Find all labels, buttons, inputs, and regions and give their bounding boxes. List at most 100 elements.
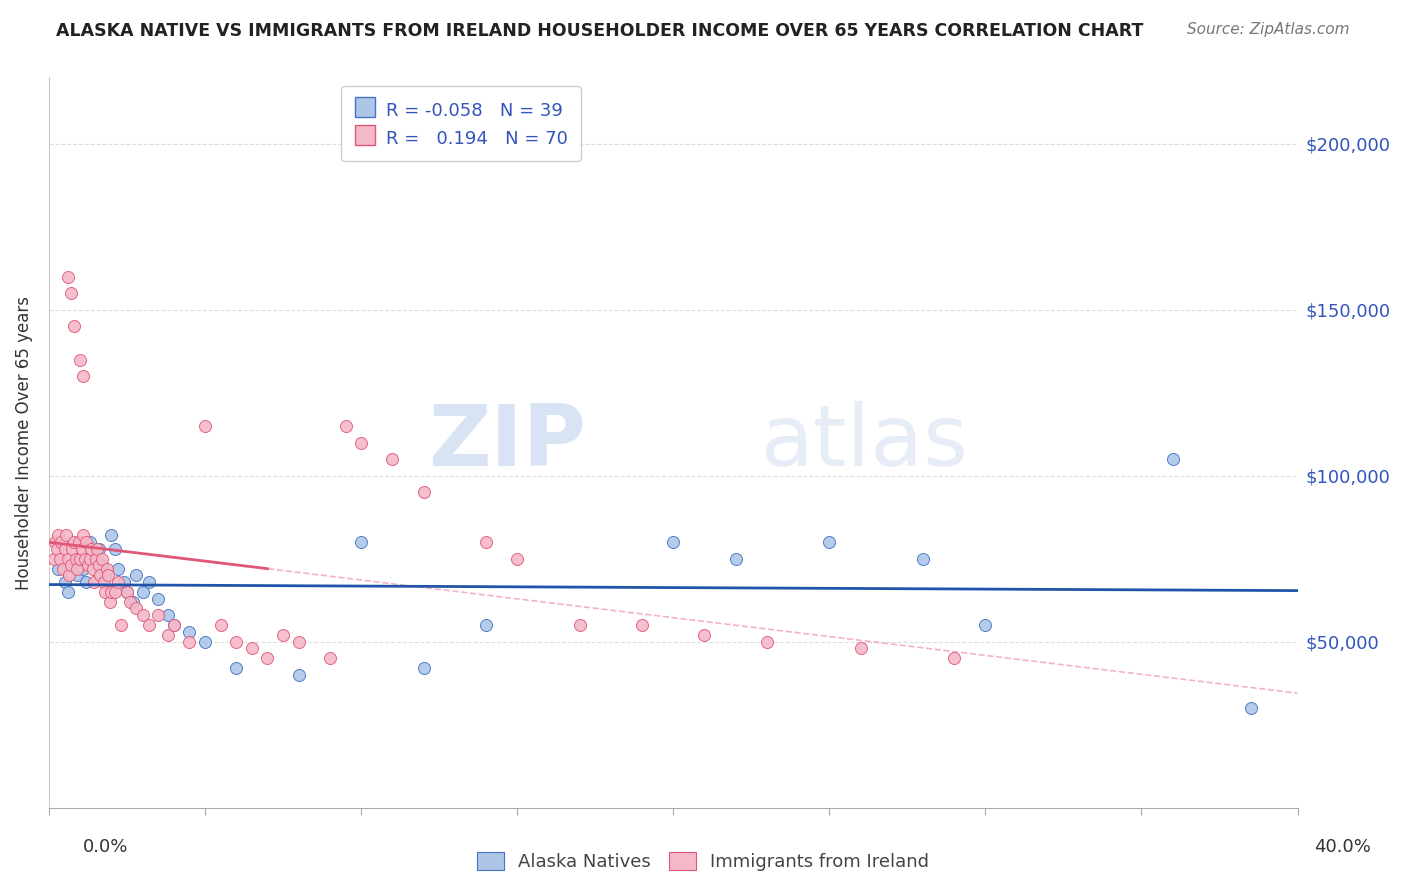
Point [82,561,104,575]
Point [46,561,69,575]
Point [662,535,685,549]
Point [693,628,716,642]
Point [849,641,872,656]
Point [79,535,101,549]
Point [100,528,122,542]
Point [225,661,247,675]
Point [63,535,86,549]
Point [60,541,83,556]
Point [412,661,434,675]
Point [120,595,142,609]
Point [974,618,997,632]
Point [80,541,103,556]
Point [52,561,75,575]
Point [98,595,121,609]
Point [287,634,309,648]
Point [66,568,89,582]
Point [70,541,93,556]
Point [319,651,342,665]
Point [73,551,96,566]
Point [63,558,86,573]
Point [96,561,118,575]
Point [86,541,108,556]
Point [156,628,179,642]
Point [412,485,434,500]
Point [194,419,217,434]
Point [115,585,138,599]
Point [818,535,841,549]
Point [72,561,94,575]
Point [69,551,91,566]
Point [45,541,67,556]
Legend: Alaska Natives, Immigrants from Ireland: Alaska Natives, Immigrants from Ireland [470,845,936,879]
Point [107,561,129,575]
Point [69,551,91,566]
Point [72,528,94,542]
Point [148,608,170,623]
Text: 40.0%: 40.0% [1315,838,1371,855]
Text: ALASKA NATIVE VS IMMIGRANTS FROM IRELAND HOUSEHOLDER INCOME OVER 65 YEARS CORREL: ALASKA NATIVE VS IMMIGRANTS FROM IRELAND… [56,22,1143,40]
Point [55,528,77,542]
Point [194,634,217,648]
Point [1161,452,1184,467]
Point [87,558,110,573]
Point [335,419,357,434]
Point [77,558,100,573]
Point [103,541,125,556]
Point [94,568,117,582]
Point [179,634,201,648]
Point [66,561,89,575]
Point [89,568,111,582]
Point [350,435,373,450]
Text: atlas: atlas [761,401,969,484]
Y-axis label: Householder Income Over 65 years: Householder Income Over 65 years [15,295,32,590]
Point [79,551,101,566]
Point [943,651,966,665]
Point [475,618,498,632]
Point [65,551,87,566]
Point [138,574,160,589]
Point [91,551,114,566]
Point [103,585,125,599]
Point [631,618,654,632]
Point [163,618,186,632]
Point [69,352,91,367]
Point [225,634,247,648]
Point [138,618,160,632]
Point [568,618,591,632]
Point [93,574,115,589]
Point [58,568,80,582]
Point [755,634,778,648]
Point [42,551,65,566]
Point [911,551,934,566]
Point [53,574,76,589]
Point [72,369,94,384]
Point [115,585,138,599]
Point [46,528,69,542]
Text: Source: ZipAtlas.com: Source: ZipAtlas.com [1187,22,1350,37]
Point [122,595,145,609]
Point [56,585,79,599]
Point [256,651,278,665]
Point [87,541,110,556]
Point [506,551,529,566]
Point [475,535,498,549]
Point [59,558,82,573]
Point [271,628,294,642]
Point [97,568,120,582]
Point [110,618,132,632]
Point [44,535,66,549]
Point [240,641,263,656]
Point [179,624,201,639]
Point [148,591,170,606]
Point [49,551,72,566]
Point [131,608,153,623]
Point [350,535,373,549]
Point [75,535,97,549]
Point [125,601,148,615]
Point [56,551,79,566]
Point [107,574,129,589]
Point [84,551,107,566]
Point [63,319,86,334]
Point [83,574,105,589]
